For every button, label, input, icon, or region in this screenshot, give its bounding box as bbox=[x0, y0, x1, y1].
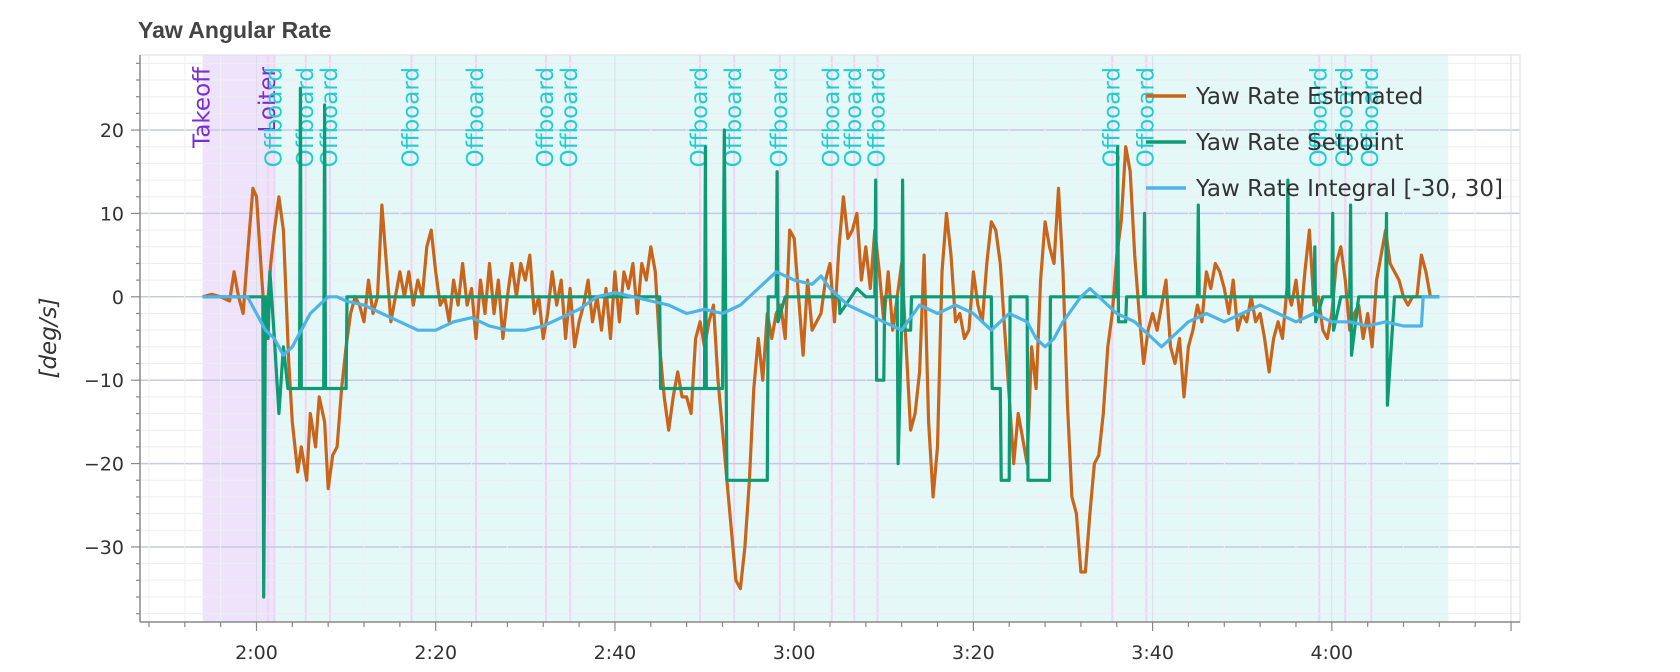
legend-entry: Yaw Rate Setpoint bbox=[1195, 130, 1404, 156]
series-line bbox=[202, 270, 1440, 357]
flight-mode-label: Offboard bbox=[1358, 67, 1384, 167]
x-tick-label: 2:20 bbox=[414, 642, 457, 664]
y-tick-label: −30 bbox=[84, 537, 124, 559]
flight-mode-label: Offboard bbox=[1332, 67, 1358, 167]
flight-mode-label: Offboard bbox=[1306, 67, 1332, 167]
flight-mode-label: Offboard bbox=[557, 67, 583, 167]
y-axis-label: [deg/s] bbox=[36, 297, 62, 378]
x-tick-label: 3:20 bbox=[952, 642, 995, 664]
flight-mode-band bbox=[411, 55, 477, 622]
flight-mode-band bbox=[202, 55, 269, 622]
series-line bbox=[202, 86, 1440, 599]
x-tick-label: 2:00 bbox=[235, 642, 278, 664]
flight-mode-band bbox=[268, 55, 275, 622]
flight-mode-label: Offboard bbox=[399, 67, 425, 167]
x-tick-label: 3:40 bbox=[1131, 642, 1174, 664]
flight-mode-label: Offboard bbox=[687, 67, 713, 167]
flight-mode-band bbox=[329, 55, 412, 622]
flight-mode-label: Takeoff bbox=[190, 66, 216, 149]
flight-mode-band bbox=[877, 55, 1113, 622]
flight-mode-label: Offboard bbox=[1099, 67, 1125, 167]
legend-entry: Yaw Rate Integral [-30, 30] bbox=[1195, 176, 1503, 202]
chart-title: Yaw Angular Rate bbox=[138, 17, 331, 43]
flight-mode-band bbox=[1345, 55, 1372, 622]
flight-mode-label: Offboard bbox=[463, 67, 489, 167]
flight-mode-label: Offboard bbox=[317, 67, 343, 167]
flight-mode-band bbox=[779, 55, 832, 622]
axes: 20 10 0 −10 −20 −30 2:00 2:20 2:40 3:00 3:20 3:40 4:… bbox=[84, 54, 1521, 664]
flight-mode-label: Offboard bbox=[1133, 67, 1159, 167]
legend-entry: Yaw Rate Estimated bbox=[1195, 84, 1423, 110]
y-tick-label: 20 bbox=[100, 120, 124, 142]
flight-mode-band bbox=[1371, 55, 1449, 622]
x-tick-label: 2:40 bbox=[594, 642, 637, 664]
flight-mode-label: Offboard bbox=[864, 67, 890, 167]
y-tick-label: −10 bbox=[84, 370, 124, 392]
flight-mode-label: Loiter bbox=[255, 66, 281, 132]
y-tick-label: 0 bbox=[112, 287, 124, 309]
flight-mode-label: Offboard bbox=[261, 67, 287, 167]
y-tick-label: 10 bbox=[100, 203, 124, 225]
y-tick-label: −20 bbox=[84, 454, 124, 476]
flight-mode-label: Offboard bbox=[819, 67, 845, 167]
flight-mode-label: Offboard bbox=[841, 67, 867, 167]
x-tick-label: 4:00 bbox=[1310, 642, 1353, 664]
x-tick-label: 3:00 bbox=[773, 642, 816, 664]
flight-mode-band bbox=[1146, 55, 1320, 622]
flight-mode-band bbox=[476, 55, 546, 622]
flight-mode-label: Offboard bbox=[767, 67, 793, 167]
flight-mode-band bbox=[570, 55, 701, 622]
legend: Yaw Rate Estimated Yaw Rate Setpoint Yaw R… bbox=[1146, 84, 1503, 202]
series-lines bbox=[202, 86, 1440, 599]
flight-mode-label: Offboard bbox=[533, 67, 559, 167]
flight-mode-label: Offboard bbox=[293, 67, 319, 167]
